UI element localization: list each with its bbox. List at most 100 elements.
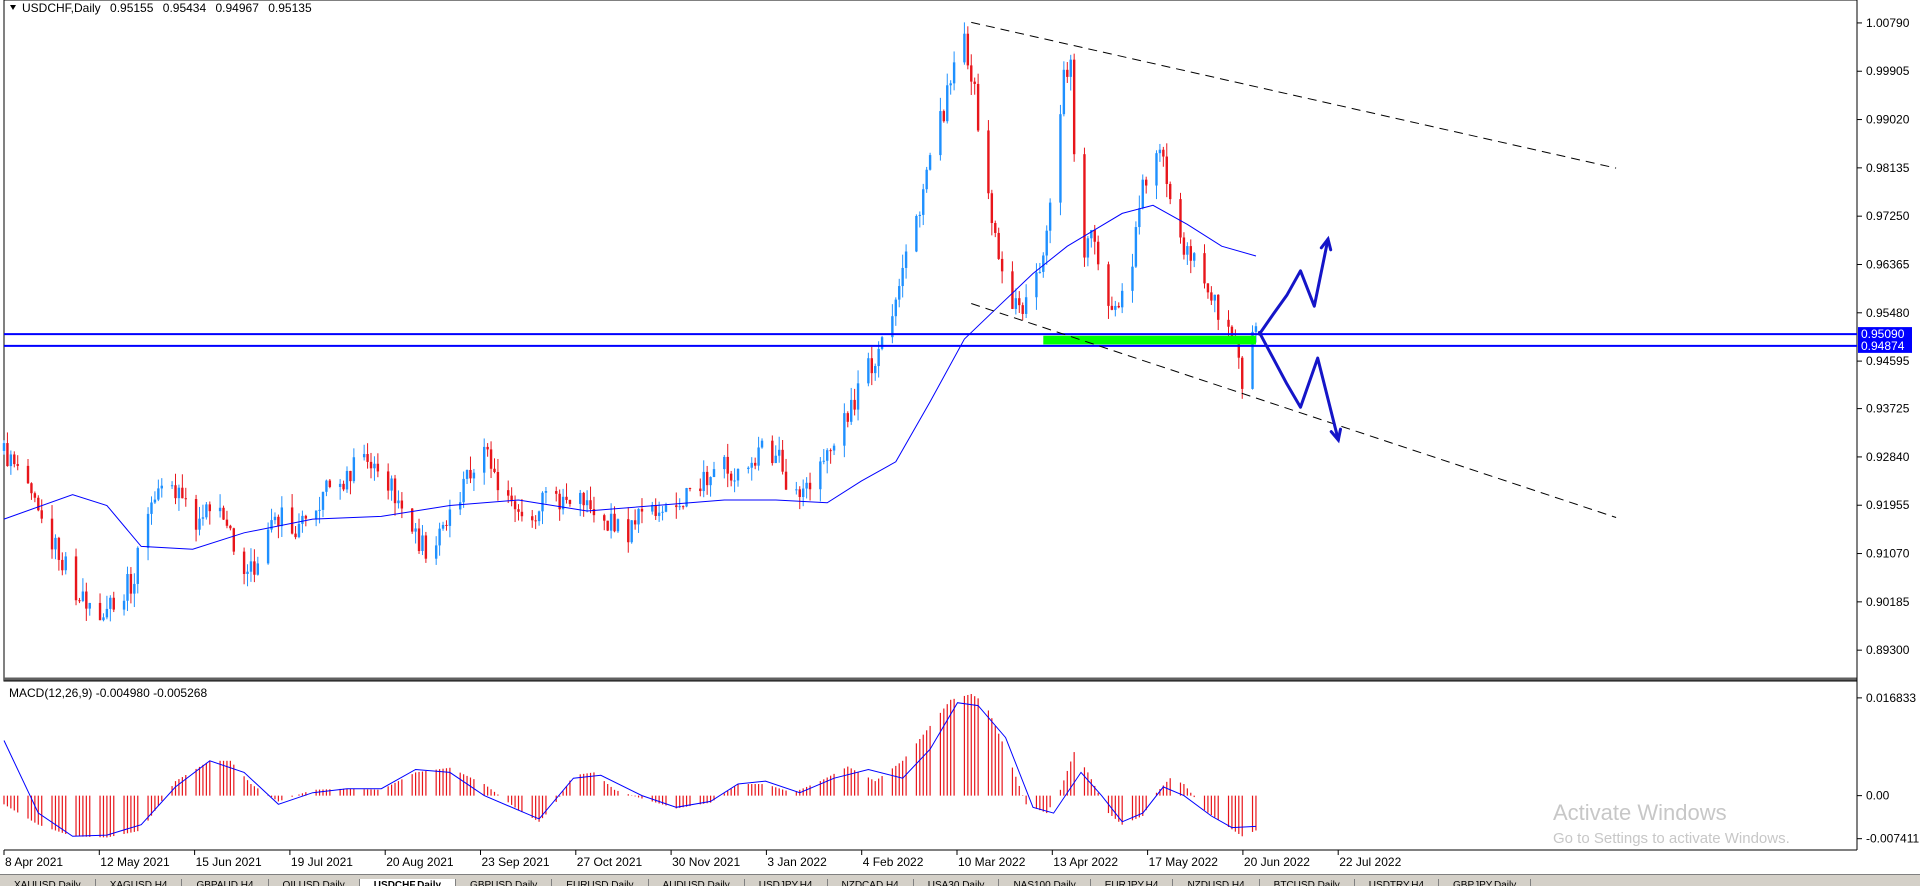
date-tick-label: 3 Jan 2022	[767, 855, 827, 869]
candle-body	[1093, 229, 1096, 242]
chart-tab[interactable]: USA30,Daily	[914, 879, 1000, 886]
dashed-trendline	[971, 21, 1617, 169]
candle-body	[801, 488, 805, 498]
chart-tab[interactable]: GBPJPY,Daily	[1439, 879, 1532, 886]
chart-tab[interactable]: EURUSD,Daily	[552, 879, 649, 886]
candle-body	[373, 463, 376, 469]
candle-body	[846, 413, 849, 422]
candle-body	[1241, 357, 1244, 389]
candle-body	[489, 449, 493, 469]
candle-body	[747, 467, 750, 469]
chart-tab[interactable]: USDCHF,Daily	[359, 879, 457, 886]
candle-body	[867, 358, 870, 384]
candle-body	[304, 515, 308, 519]
candle-body	[16, 464, 19, 466]
candle-body	[78, 600, 81, 602]
candle-body	[1024, 297, 1028, 314]
candle-body	[1179, 199, 1182, 238]
ohlc-close: 0.95135	[268, 1, 312, 15]
date-tick-label: 30 Nov 2021	[672, 855, 740, 869]
candle-body	[253, 561, 256, 575]
candle-body	[1059, 114, 1062, 203]
candle-body	[170, 485, 174, 487]
date-tick-label: 17 May 2022	[1149, 855, 1219, 869]
candle-body	[376, 463, 380, 472]
candle-body	[74, 556, 78, 601]
symbol-header: USDCHF,Daily 0.95155 0.95434 0.94967 0.9…	[22, 1, 312, 15]
candle-body	[510, 495, 513, 502]
candle-body	[458, 502, 462, 510]
candle-body	[222, 507, 225, 520]
candle-body	[630, 520, 633, 543]
chart-tab[interactable]: XAUUSD,Daily	[0, 879, 96, 886]
candle-body	[294, 533, 297, 538]
price-tick-label: 0.91955	[1866, 498, 1910, 512]
candle-body	[1120, 290, 1124, 308]
candle-body	[40, 510, 43, 519]
trendline-layer[interactable]	[971, 21, 1617, 518]
candle-body	[616, 519, 620, 532]
candle-body	[681, 506, 685, 508]
candle-body	[819, 461, 822, 490]
chart-tab[interactable]: NZDCAD,H4	[828, 879, 914, 886]
chart-tab[interactable]: USDJPY,H4	[745, 879, 828, 886]
candle-body	[664, 505, 668, 512]
date-tick-label: 22 Jul 2022	[1339, 855, 1401, 869]
date-tick-label: 19 Jul 2021	[291, 855, 353, 869]
candle-body	[870, 358, 873, 374]
chart-tab[interactable]: OILUSD,Daily	[269, 879, 360, 886]
candle-body	[349, 470, 352, 482]
chart-tab[interactable]: NAS100,Daily	[999, 879, 1091, 886]
candle-body	[613, 513, 616, 532]
candle-body	[273, 516, 277, 521]
chart-tab[interactable]: EURJPY,H4	[1091, 879, 1174, 886]
drawing-layer[interactable]	[1257, 235, 1342, 444]
candle-body	[997, 232, 1000, 259]
chart-tab[interactable]: BTCUSD,Daily	[1260, 879, 1355, 886]
candle-body	[651, 505, 654, 512]
chart-tab[interactable]: AUDUSD,Daily	[649, 879, 745, 886]
candle-body	[1217, 294, 1220, 320]
candle-body	[1069, 59, 1072, 77]
candle-body	[1021, 305, 1024, 314]
chart-tab[interactable]: XAGUSD,H4	[96, 879, 183, 886]
candle-body	[366, 454, 369, 462]
candle-body	[994, 223, 997, 233]
candle-body	[9, 454, 13, 467]
candle-body	[507, 490, 510, 496]
candle-body	[1141, 179, 1144, 209]
candle-body	[1048, 202, 1052, 231]
candle-body	[1144, 179, 1148, 186]
candle-body	[1155, 153, 1158, 186]
candle-body	[112, 597, 115, 610]
candle-body	[898, 286, 901, 300]
candle-body	[290, 507, 294, 534]
chart-tab[interactable]: GBPAUD,H4	[182, 879, 269, 886]
candle-body	[26, 465, 30, 484]
candle-body	[37, 497, 40, 511]
candle-body	[64, 556, 67, 571]
candle-body	[1193, 253, 1196, 261]
chart-tab[interactable]: GBPUSD,Daily	[456, 879, 553, 886]
candle-body	[808, 482, 812, 490]
price-tick-label: 0.94595	[1866, 354, 1910, 368]
candle-body	[13, 454, 16, 465]
candle-body	[1237, 341, 1240, 358]
candle-body	[390, 478, 393, 491]
horizontal-lines-layer[interactable]	[4, 333, 1857, 347]
dashed-trendline	[971, 303, 1617, 518]
chart-tab[interactable]: USDTRY,H4	[1355, 879, 1440, 886]
candle-body	[541, 492, 544, 512]
candle-body	[520, 511, 524, 517]
moving-average-line	[3, 204, 1257, 550]
chart-tab[interactable]: NZDUSD,H4	[1173, 879, 1260, 886]
candle-body	[753, 462, 757, 466]
candle-body	[194, 499, 198, 530]
price-pane-border	[3, 0, 1858, 682]
candle-body	[880, 337, 884, 349]
ohlc-high: 0.95434	[163, 1, 207, 15]
candle-body	[904, 251, 908, 268]
chevron-down-icon[interactable]	[10, 5, 16, 10]
candle-body	[1035, 272, 1038, 298]
